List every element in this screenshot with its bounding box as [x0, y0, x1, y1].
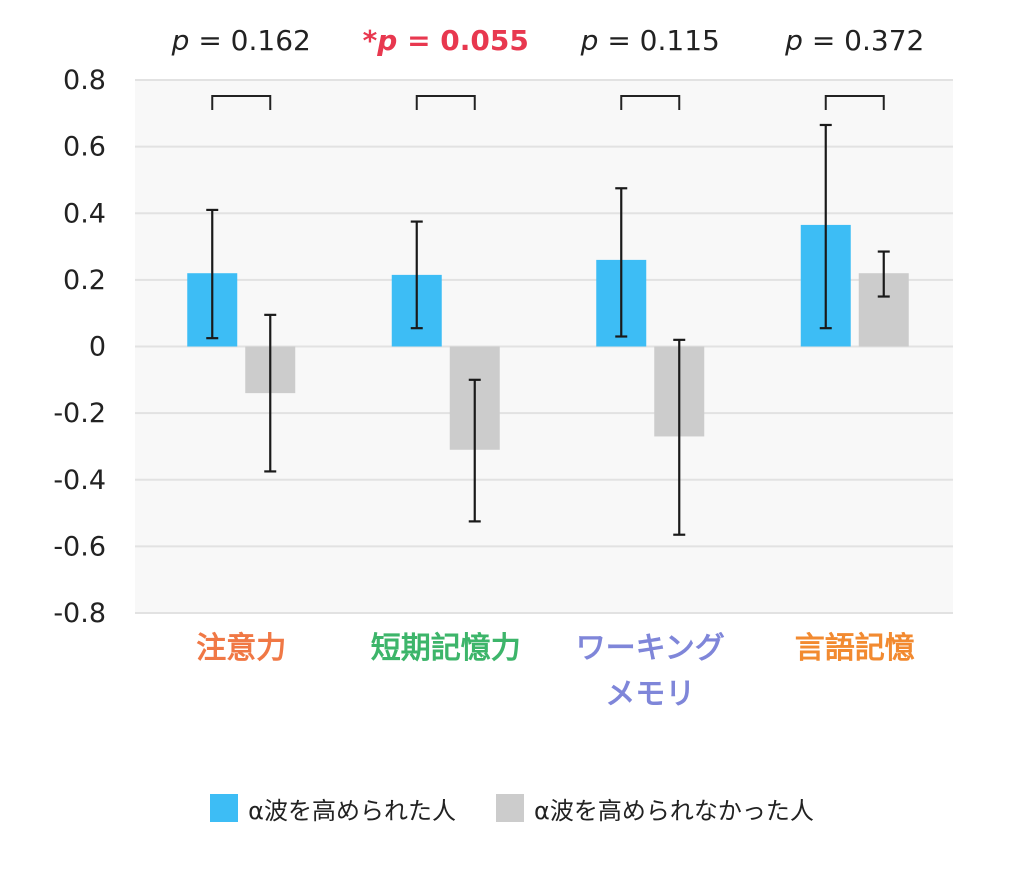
y-tick-label: 0.2	[63, 265, 106, 296]
y-tick-label: -0.4	[53, 465, 106, 496]
legend: α波を高められた人 α波を高められなかった人	[0, 788, 1024, 828]
significance-bracket	[620, 95, 681, 110]
category-label: ワーキング	[576, 631, 725, 666]
category-label: 言語記憶	[795, 631, 915, 666]
y-tick-label: -0.2	[53, 398, 106, 429]
legend-label-series-1: α波を高められた人	[248, 796, 456, 825]
p-value-number: = 0.115	[598, 24, 719, 57]
y-tick-label: 0.4	[63, 198, 106, 229]
p-value-label: *p = 0.055	[363, 24, 529, 57]
legend-item-series-2: α波を高められなかった人	[496, 791, 814, 826]
legend-item-series-1: α波を高められた人	[210, 791, 456, 826]
significance-bracket	[415, 95, 476, 110]
category-label: 短期記憶力	[371, 631, 521, 666]
p-value-label: p = 0.162	[171, 24, 311, 57]
y-tick-label: -0.6	[53, 531, 106, 562]
bar-chart: 0.8 0.6 0.4 0.2 0 -0.2 -0.4 -0.6 -0.8 p = 0.162 *…	[53, 24, 953, 712]
significance-bracket	[824, 95, 885, 110]
significance-bracket	[211, 95, 272, 110]
p-value-asterisk: *	[363, 24, 378, 57]
y-tick-label: 0.8	[63, 65, 106, 96]
p-value-number: = 0.162	[189, 24, 310, 57]
y-tick-label: 0	[89, 332, 106, 363]
y-axis-ticks: 0.8 0.6 0.4 0.2 0 -0.2 -0.4 -0.6 -0.8	[53, 65, 106, 629]
p-value-symbol: p	[376, 24, 397, 57]
p-value-symbol: p	[171, 24, 190, 57]
category-label: 注意力	[196, 631, 286, 666]
p-value-number: = 0.055	[397, 24, 529, 57]
p-value-symbol: p	[580, 24, 599, 57]
p-value-number: = 0.372	[803, 24, 924, 57]
gridlines	[135, 79, 953, 614]
p-value-labels: p = 0.162 *p = 0.055 p = 0.115 p = 0.372	[171, 24, 925, 57]
legend-label-series-2: α波を高められなかった人	[534, 796, 814, 825]
significance-brackets	[211, 95, 885, 110]
legend-swatch-series-1	[210, 794, 239, 822]
p-value-symbol: p	[784, 24, 803, 57]
p-value-label: p = 0.372	[784, 24, 924, 57]
error-bars	[206, 123, 890, 536]
p-value-label: p = 0.115	[580, 24, 720, 57]
legend-swatch-series-2	[496, 794, 524, 822]
y-tick-label: 0.6	[63, 132, 106, 163]
y-tick-label: -0.8	[53, 598, 106, 629]
category-label: メモリ	[605, 677, 695, 712]
